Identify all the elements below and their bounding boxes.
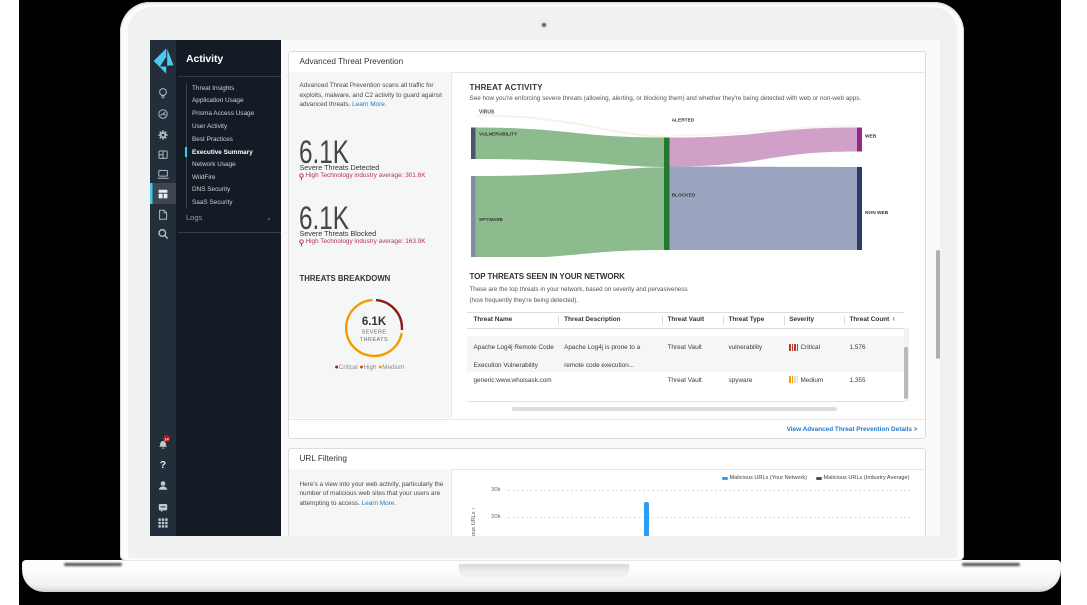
svg-text:ALERTED: ALERTED: [671, 118, 694, 124]
svg-text:6.1K: 6.1K: [362, 316, 387, 328]
svg-text:SPYWARE: SPYWARE: [479, 217, 504, 223]
svg-text:WEB: WEB: [865, 134, 877, 140]
svg-text:BLOCKED: BLOCKED: [671, 193, 695, 199]
svg-text:NON WEB: NON WEB: [865, 210, 889, 216]
svg-text:VULNERABILITY: VULNERABILITY: [479, 132, 518, 138]
svg-text:VIRUS: VIRUS: [479, 110, 495, 116]
svg-text:14: 14: [164, 436, 169, 441]
svg-text:THREATS: THREATS: [360, 336, 388, 342]
svg-text:SEVERE: SEVERE: [362, 329, 387, 335]
svg-text:?: ?: [160, 459, 166, 471]
